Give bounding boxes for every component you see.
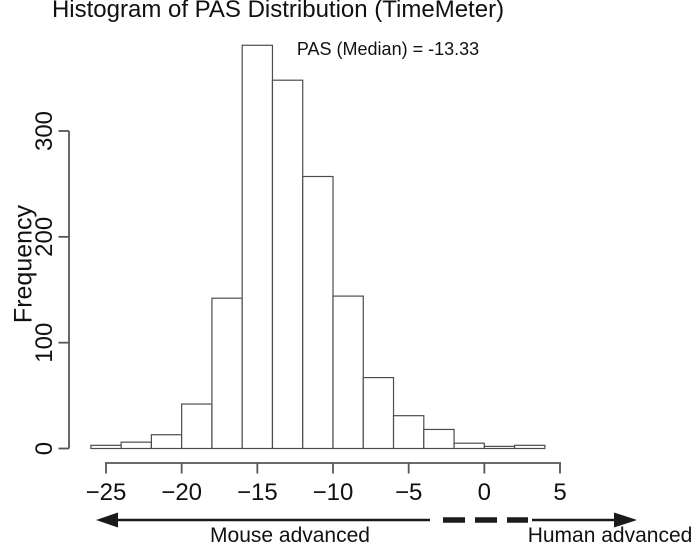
histogram-bar: [392, 415, 425, 450]
right-arrowhead-icon: [614, 512, 637, 528]
human-advanced-label: Human advanced: [527, 524, 693, 547]
left-arrowhead-icon: [96, 512, 118, 528]
x-tick-label: −15: [237, 479, 278, 506]
mouse-advanced-arrow: [96, 512, 430, 528]
y-tick-label: 0: [31, 442, 58, 455]
histogram-bar: [211, 297, 243, 450]
histogram-bar: [513, 444, 546, 450]
histogram-bars: [90, 44, 546, 450]
x-tick-label: 5: [553, 479, 566, 506]
histogram-bar: [302, 175, 334, 450]
median-annotation: PAS (Median) = -13.33: [296, 39, 480, 59]
histogram-bar: [332, 295, 364, 450]
mouse-advanced-label: Mouse advanced: [210, 524, 370, 547]
x-tick-label: −5: [395, 479, 422, 506]
histogram-bar: [90, 444, 122, 450]
histogram-bar: [423, 428, 455, 450]
chart-title: Histogram of PAS Distribution (TimeMeter…: [51, 0, 505, 23]
histogram-bar: [120, 441, 152, 450]
y-tick-label: 300: [31, 111, 58, 151]
histogram-bar: [271, 79, 304, 450]
x-tick-label: −20: [161, 479, 202, 506]
histogram-bar: [453, 442, 485, 450]
human-advanced-arrow: [532, 512, 637, 528]
histogram-bar: [362, 376, 395, 450]
histogram-bar: [241, 44, 274, 450]
x-tick-label: −10: [313, 479, 354, 506]
histogram-bar: [181, 403, 213, 450]
x-tick-label: −25: [86, 479, 127, 506]
histogram-bar: [483, 445, 516, 450]
x-tick-label: 0: [478, 479, 491, 506]
histogram-bar: [150, 434, 183, 450]
axes: 0 100 200 300 −25 −20 −15 −10 −5 0 5: [31, 111, 567, 506]
y-tick-label: 200: [31, 217, 58, 257]
y-tick-label: 100: [31, 323, 58, 363]
